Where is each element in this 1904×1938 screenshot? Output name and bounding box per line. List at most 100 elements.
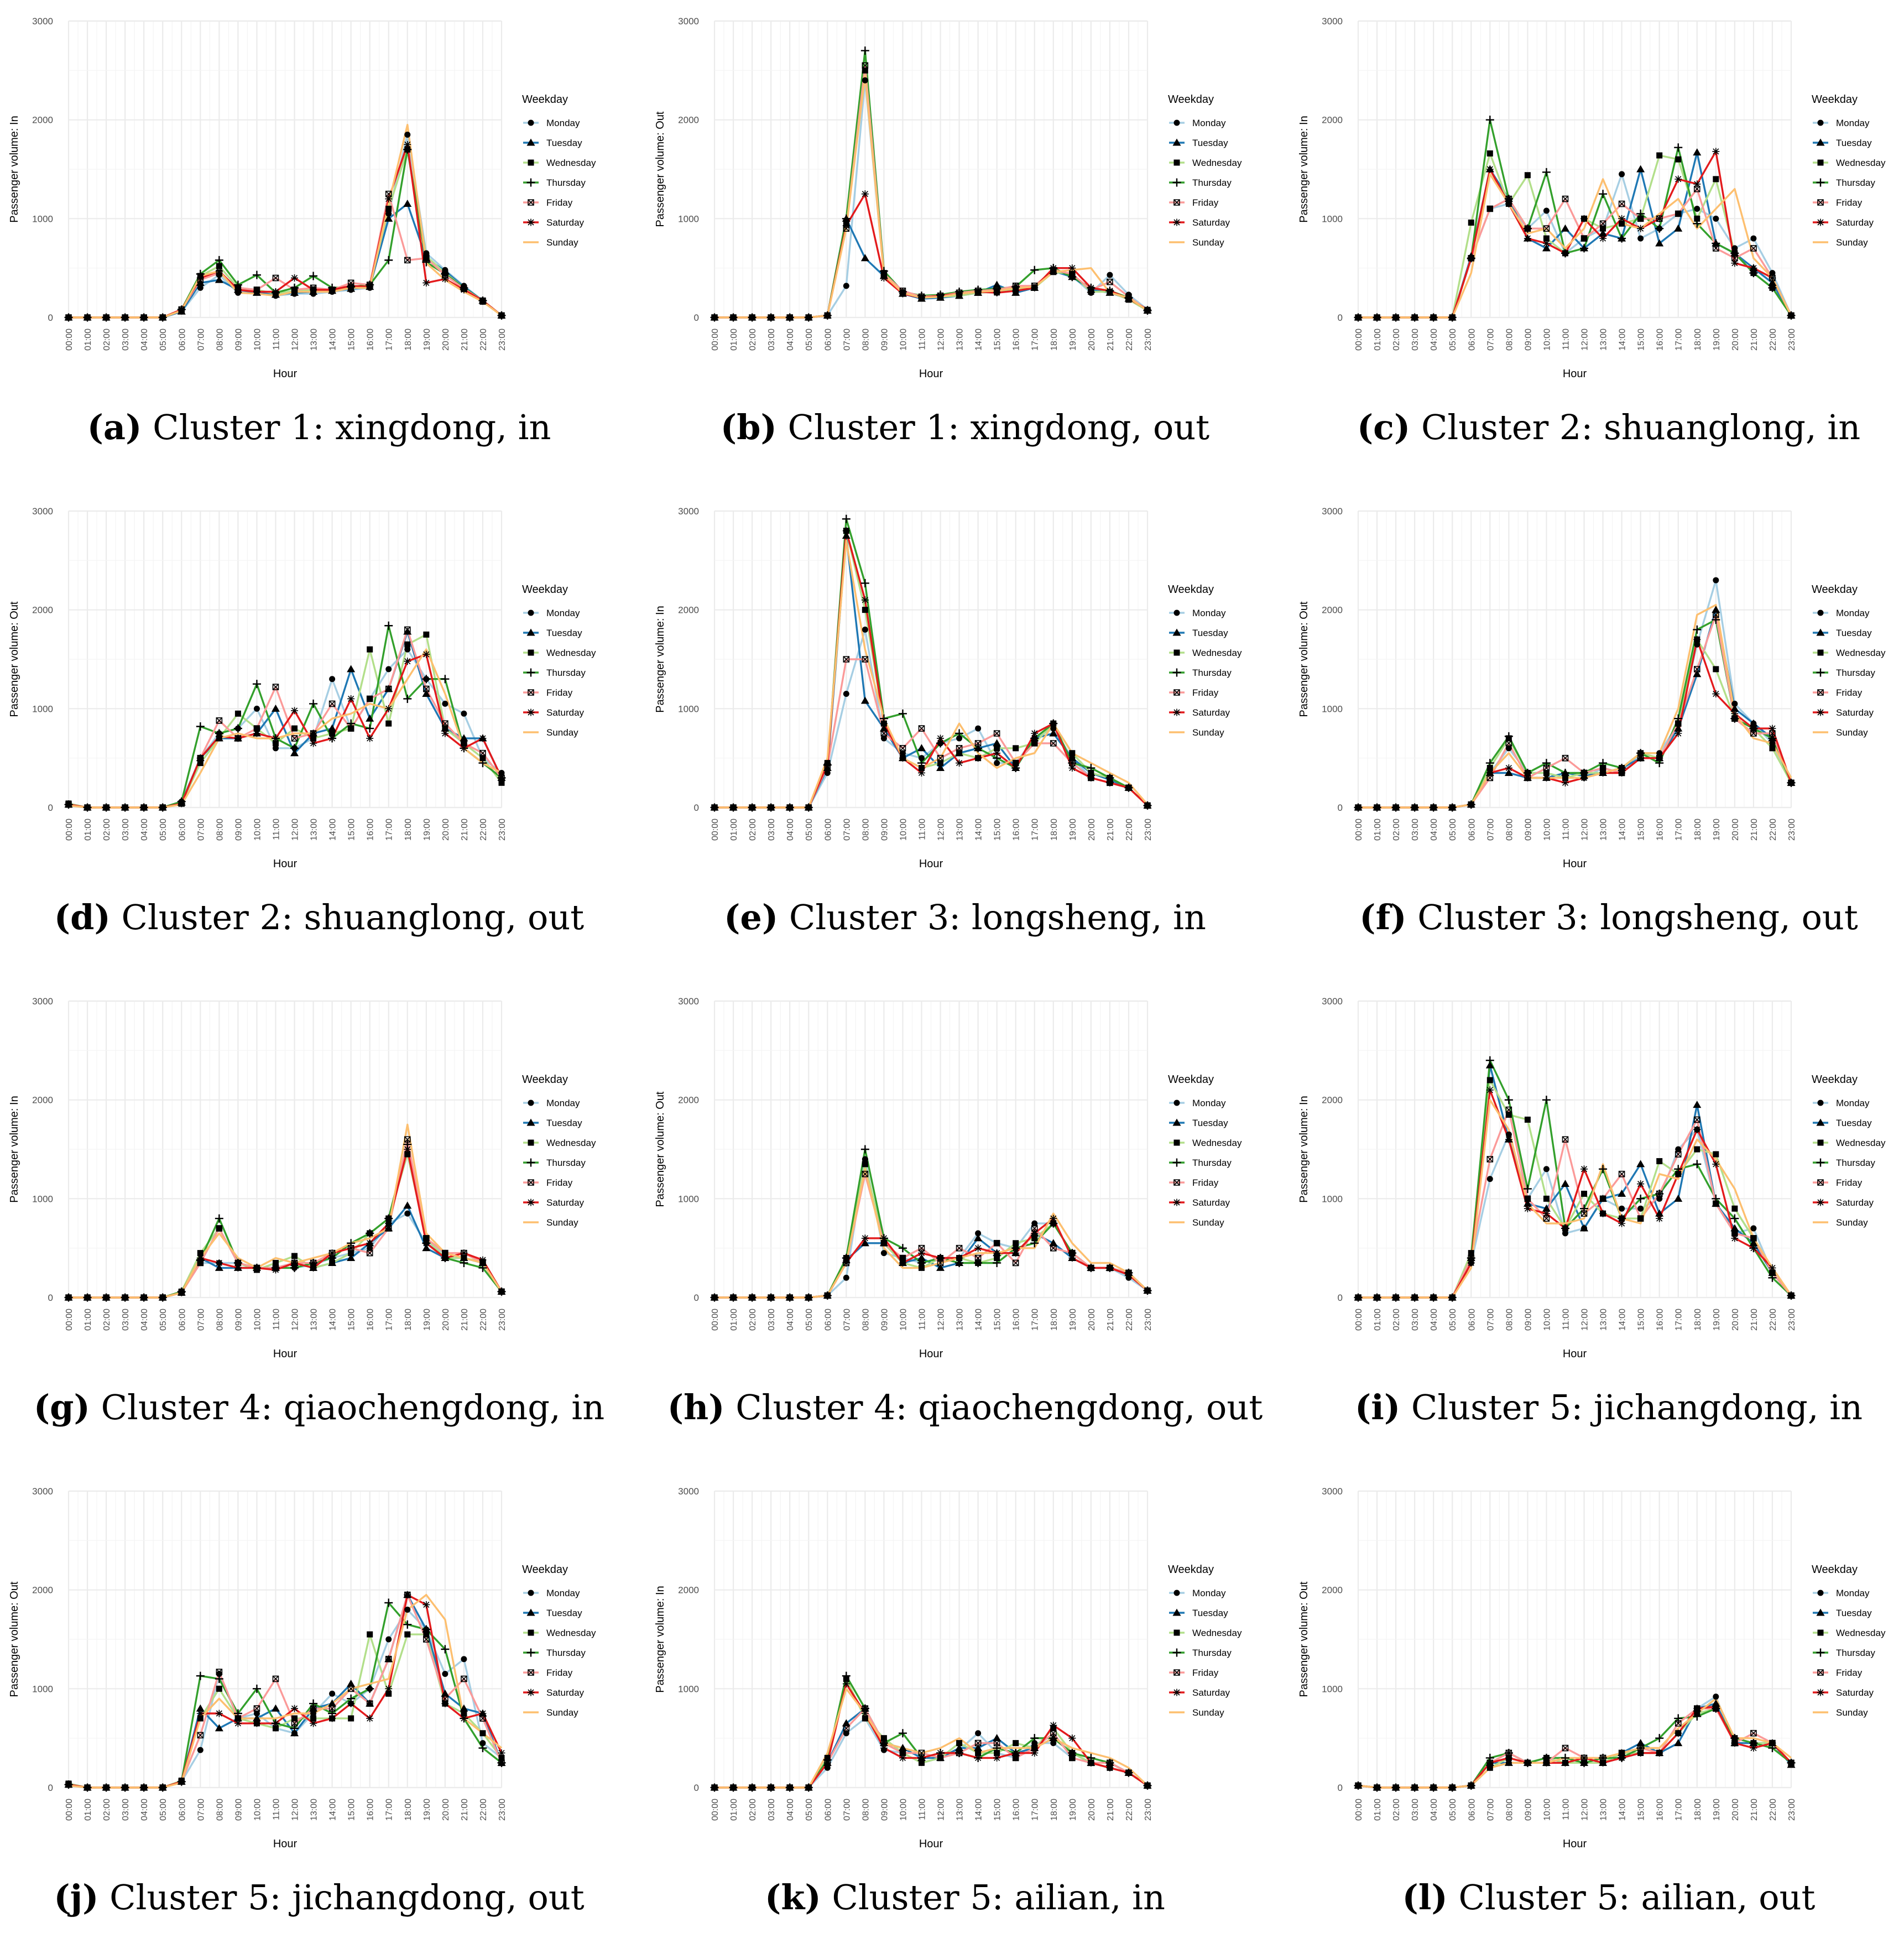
data-point-wednesday [272, 1259, 279, 1266]
data-point-saturday [917, 1754, 925, 1762]
legend-marker-thursday [1172, 1158, 1181, 1167]
x-tick-label: 10:00 [1542, 1799, 1552, 1821]
x-tick-label: 08:00 [1505, 329, 1514, 351]
legend-title: Weekday [1168, 584, 1214, 596]
y-tick-label: 0 [1338, 1783, 1343, 1793]
legend-marker-friday [1817, 1179, 1824, 1186]
data-point-tuesday [460, 1704, 468, 1712]
legend-marker-tuesday [1172, 138, 1181, 146]
data-point-saturday [842, 1680, 850, 1687]
data-point-friday [404, 257, 411, 264]
data-point-saturday [1467, 801, 1475, 809]
x-tick-label: 23:00 [498, 1309, 507, 1331]
x-tick-label: 13:00 [310, 329, 319, 351]
data-point-thursday [460, 1258, 468, 1267]
data-point-monday [1731, 245, 1738, 252]
x-tick-label: 10:00 [899, 1309, 908, 1331]
y-tick-label: 0 [1338, 1293, 1343, 1303]
x-tick-label: 03:00 [767, 329, 776, 351]
x-tick-label: 08:00 [861, 1309, 870, 1331]
data-point-tuesday [1693, 148, 1702, 156]
data-point-saturday [1125, 1769, 1133, 1777]
x-tick-label: 06:00 [178, 329, 187, 351]
x-tick-label: 00:00 [65, 1799, 74, 1821]
data-point-saturday [178, 306, 185, 314]
x-tick-label: 09:00 [880, 1309, 889, 1331]
data-point-thursday [403, 1620, 412, 1629]
data-point-saturday [1144, 801, 1151, 809]
data-point-saturday [729, 314, 737, 321]
data-point-friday [1713, 245, 1719, 252]
data-point-saturday [861, 1710, 869, 1717]
chart-panel-j: 0 1000 2000 3000 00:00 01:00 02:00 03:00 04:00 05… [8, 1486, 596, 1850]
legend-marker-wednesday [1173, 1139, 1180, 1146]
data-point-tuesday [1768, 278, 1777, 286]
y-tick-label: 1000 [32, 704, 53, 714]
x-tick-label: 10:00 [253, 329, 262, 351]
data-point-tuesday [1504, 1758, 1513, 1766]
data-point-friday [1012, 1754, 1019, 1762]
legend-marker-wednesday [1173, 159, 1180, 166]
x-tick-label: 19:00 [1068, 1799, 1078, 1821]
y-tick-label: 1000 [32, 213, 53, 224]
data-point-saturday [786, 1784, 794, 1791]
data-point-thursday [860, 46, 869, 55]
data-point-saturday [159, 804, 166, 811]
data-point-saturday [215, 1710, 223, 1717]
x-axis-title: Hour [1563, 1838, 1587, 1850]
x-tick-label: 20:00 [1087, 1309, 1097, 1331]
chart-panel-e: 0 1000 2000 3000 00:00 01:00 02:00 03:00 04:00 05… [654, 506, 1242, 870]
data-point-tuesday [842, 532, 851, 539]
data-point-tuesday [1655, 239, 1664, 247]
data-point-tuesday [1580, 1224, 1589, 1232]
x-tick-label: 18:00 [1050, 1309, 1059, 1331]
x-axis-title: Hour [919, 368, 943, 380]
legend-label-sunday: Sunday [1192, 237, 1224, 248]
x-axis-title: Hour [919, 1838, 943, 1850]
legend-label-sunday: Sunday [1192, 727, 1224, 738]
legend-label-thursday: Thursday [546, 1648, 586, 1658]
data-point-thursday [1542, 759, 1551, 768]
data-point-friday [918, 725, 925, 732]
data-point-friday [1031, 740, 1038, 747]
x-tick-label: 11:00 [1561, 1309, 1571, 1330]
data-point-saturday [974, 1754, 982, 1762]
y-tick-label: 1000 [678, 213, 699, 224]
data-point-friday [216, 1669, 223, 1675]
x-tick-label: 12:00 [937, 329, 946, 351]
x-tick-label: 19:00 [1068, 819, 1078, 841]
legend-marker-saturday [1817, 218, 1824, 226]
data-point-tuesday [1049, 1239, 1058, 1247]
data-point-friday [1050, 740, 1057, 747]
data-point-tuesday [1485, 1061, 1494, 1069]
legend-label-tuesday: Tuesday [1836, 1118, 1872, 1128]
y-tick-label: 3000 [32, 996, 53, 1007]
data-point-thursday [1542, 1096, 1551, 1105]
legend-title: Weekday [1168, 93, 1214, 106]
data-point-thursday [478, 759, 487, 768]
data-point-saturday [498, 1288, 505, 1295]
x-tick-label: 07:00 [842, 1309, 852, 1331]
data-point-saturday [917, 1249, 925, 1257]
x-tick-label: 11:00 [917, 1799, 927, 1820]
y-tick-label: 3000 [32, 16, 53, 27]
y-tick-label: 1000 [678, 1194, 699, 1204]
data-point-wednesday [1713, 176, 1719, 183]
data-point-thursday [422, 1625, 431, 1634]
data-point-tuesday [1655, 1209, 1664, 1217]
x-tick-label: 16:00 [1012, 1309, 1021, 1331]
data-point-monday [862, 77, 868, 84]
data-point-saturday [140, 1294, 148, 1301]
x-tick-label: 11:00 [1561, 329, 1571, 350]
data-point-wednesday [1505, 1111, 1512, 1118]
x-tick-label: 13:00 [310, 1309, 319, 1331]
data-point-saturday [234, 1720, 242, 1727]
legend-marker-tuesday [526, 138, 535, 146]
data-point-friday [291, 1720, 298, 1727]
data-point-saturday [1637, 754, 1645, 762]
legend-label-thursday: Thursday [546, 668, 586, 678]
data-point-friday [1750, 1235, 1757, 1242]
legend-marker-thursday [1816, 1158, 1825, 1167]
legend-title: Weekday [1812, 584, 1858, 596]
data-point-thursday [1712, 616, 1720, 624]
